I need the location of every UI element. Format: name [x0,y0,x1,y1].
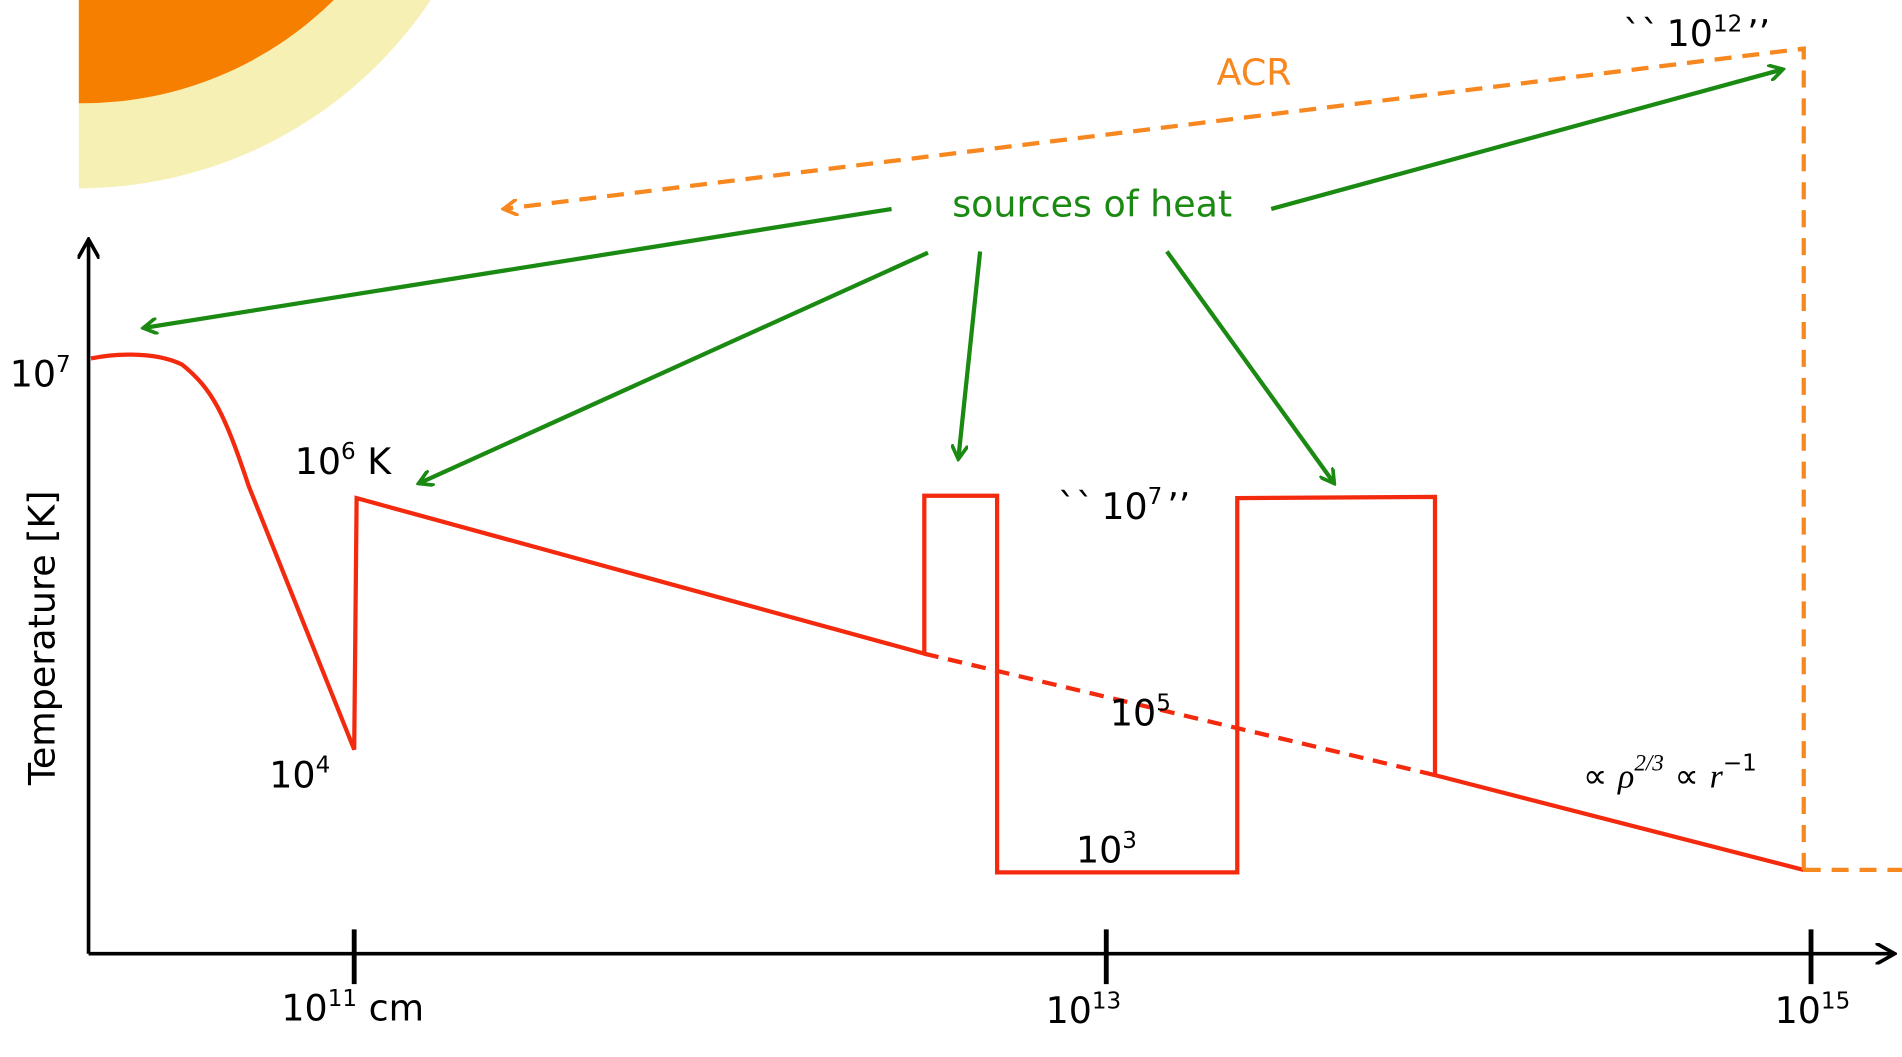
prop: ∝ [1583,756,1618,796]
base: 10 [1076,829,1122,872]
y-tick-label: 107 [10,352,71,396]
sup: 13 [1092,988,1121,1014]
suffix: K [356,440,393,483]
sun-core [78,0,334,104]
suffix: cm [357,987,424,1030]
heat-arrow [1270,69,1783,212]
corona-label: 106 K [295,439,392,483]
prop: ∝ [1664,756,1710,796]
x-tick-label: 1013 [1046,988,1122,1032]
x-tick-label: 1015 [1775,988,1851,1032]
sup: 12 [1713,12,1742,38]
sup: 6 [341,439,356,465]
temperature-profile [90,352,1805,875]
base: 10 [1101,485,1147,528]
x-tick-label: 1011 cm [281,986,424,1030]
y-axis-label: Temperature [K] [21,490,64,786]
suffix: ’’ [1747,12,1770,55]
prefix: `` [1623,12,1659,55]
heat-arrows [143,69,1783,483]
acr-label: ACR [1217,51,1292,94]
hot-label: `` 107’’ [1058,484,1191,528]
base: 10 [295,440,341,483]
heat-arrow [958,251,983,459]
prefix: `` [1058,485,1094,528]
acr-line [503,46,1806,870]
sup: 3 [1122,828,1137,854]
sup: 7 [1148,484,1163,510]
scaling-label: ∝ ρ2/3 ∝ r−1 [1583,749,1757,796]
heat-arrow [418,250,929,484]
sup: 5 [1156,691,1171,717]
rho: ρ [1617,758,1634,795]
sun [78,0,431,189]
sup: −1 [1723,750,1757,776]
cold-label: 103 [1076,828,1137,872]
base: 10 [1110,691,1156,734]
suffix: ’’ [1167,485,1190,528]
base: 10 [1667,12,1713,55]
acr-temp-label: `` 1012’’ [1623,12,1770,56]
heat-label: sources of heat [952,182,1232,225]
r: r [1710,758,1724,795]
chromosphere-label: 104 [269,753,330,797]
sup: 15 [1821,988,1850,1014]
sup: 2/3 [1634,749,1663,775]
base: 10 [10,352,56,395]
base: 10 [1775,989,1821,1032]
base: 10 [269,753,315,796]
sup: 7 [56,352,71,378]
heat-arrow [1165,250,1334,483]
heat-arrow [143,206,892,328]
sup: 11 [328,986,357,1012]
adiabatic-profile [923,651,1436,778]
sup: 4 [316,753,331,779]
base: 10 [1046,989,1092,1032]
base: 10 [281,987,327,1030]
warm-label: 105 [1110,691,1171,735]
